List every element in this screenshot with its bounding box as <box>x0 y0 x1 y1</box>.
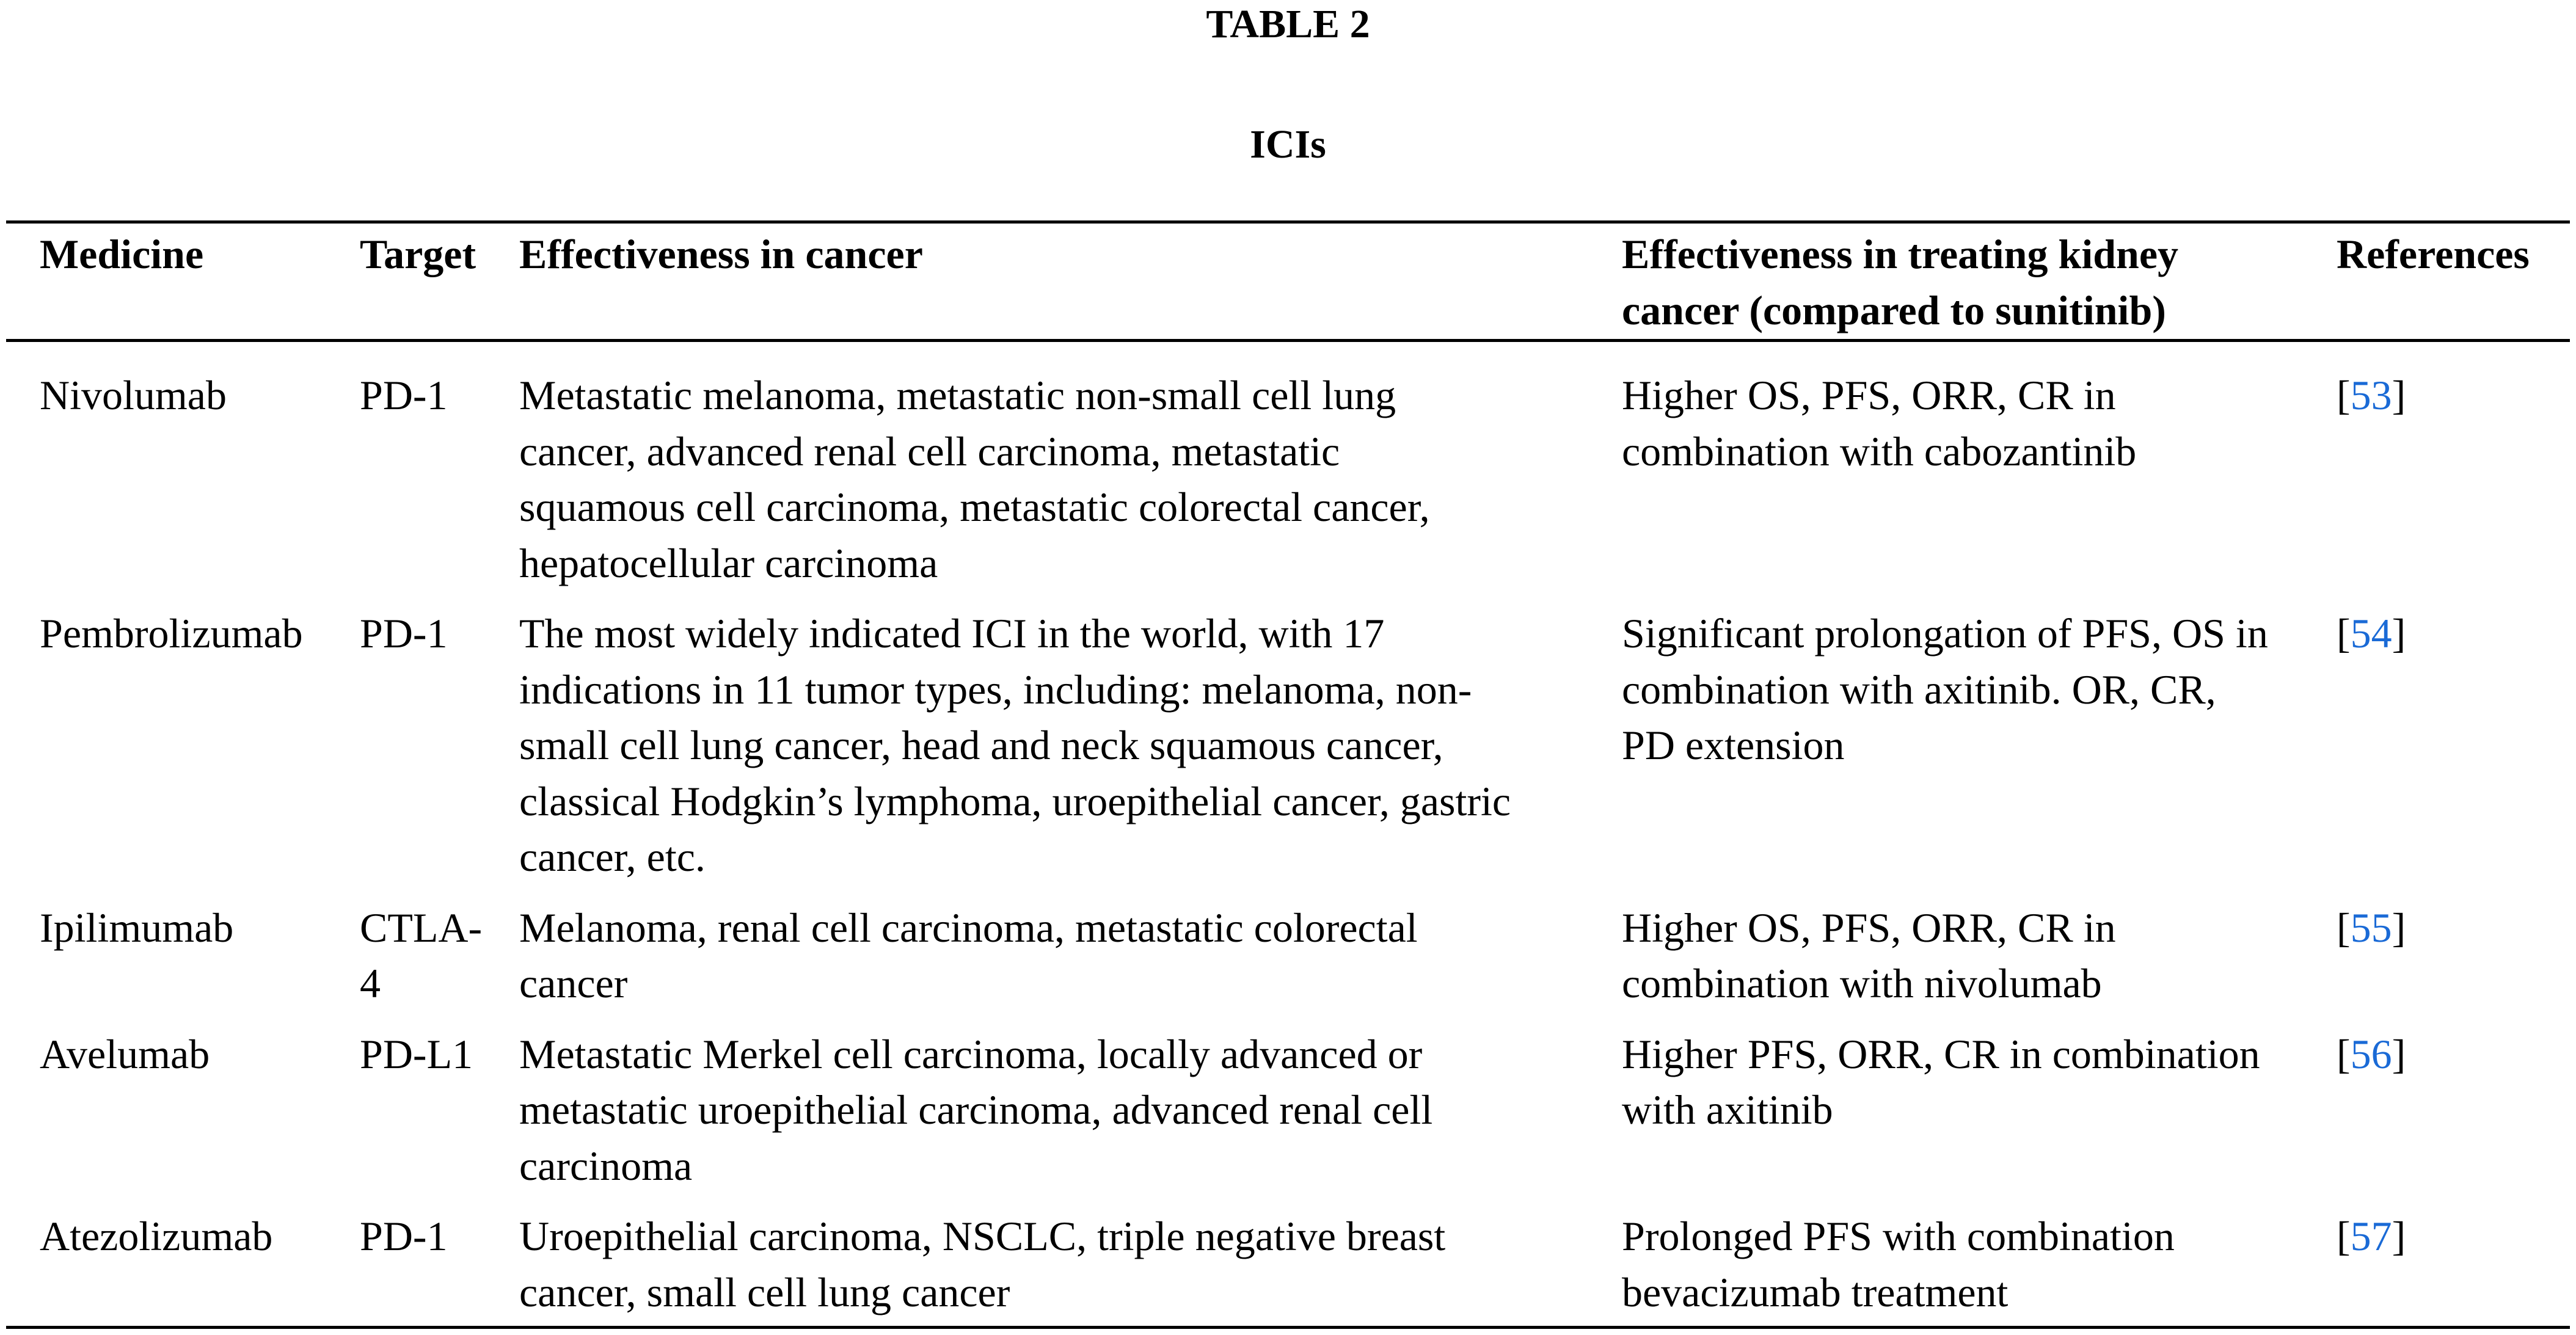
table-row: Avelumab PD-L1 Metastatic Merkel cell carc… <box>0 1012 2576 1195</box>
cell-line: metastatic uroepithelial carcinoma, adva… <box>519 1086 1433 1133</box>
reference-link[interactable]: 53 <box>2350 372 2392 418</box>
cell-line: PD-1 <box>360 1213 448 1259</box>
table-title: ICIs <box>1250 122 1326 167</box>
cell-line: Prolonged PFS with combination <box>1622 1213 2175 1259</box>
cell-target: PD-1 <box>360 606 519 886</box>
table-number: TABLE 2 <box>1206 2 1370 46</box>
cell-line: Pembrolizumab <box>40 610 303 657</box>
cell-effectiveness: Uroepithelial carcinoma, NSCLC, triple n… <box>519 1209 1622 1320</box>
cell-line: Significant prolongation of PFS, OS in <box>1622 610 2268 657</box>
header-medicine: Medicine <box>40 231 204 277</box>
cell-medicine: Nivolumab <box>40 368 360 591</box>
table-body: Nivolumab PD-1 Metastatic melanoma, metast… <box>0 340 2576 1320</box>
cell-line: Melanoma, renal cell carcinoma, metastat… <box>519 904 1418 951</box>
cell-line: cancer, etc. <box>519 834 706 880</box>
cell-target: CTLA- 4 <box>360 900 519 1012</box>
bracket-open: [ <box>2337 1213 2351 1259</box>
cell-line: PD-1 <box>360 610 448 657</box>
cell-kidney: Higher OS, PFS, ORR, CR in combination wi… <box>1622 900 2337 1012</box>
reference-link[interactable]: 55 <box>2350 904 2392 951</box>
header-kidney-line: cancer (compared to sunitinib) <box>1622 286 2166 333</box>
reference-link[interactable]: 56 <box>2350 1030 2392 1077</box>
table-header-row: Medicine Target Effectiveness in cancer … <box>0 224 2576 340</box>
cell-line: Nivolumab <box>40 372 227 418</box>
cell-line: cancer <box>519 960 628 1006</box>
bracket-open: [ <box>2337 1030 2351 1077</box>
reference-link[interactable]: 57 <box>2350 1213 2392 1259</box>
header-kidney: Effectiveness in treating kidney cancer … <box>1622 227 2337 340</box>
bracket-open: [ <box>2337 904 2351 951</box>
ici-table: Medicine Target Effectiveness in cancer … <box>0 224 2576 1320</box>
bracket-close: ] <box>2392 904 2406 951</box>
cell-reference: [57] <box>2337 1209 2569 1320</box>
cell-line: CTLA- <box>360 904 483 951</box>
cell-line: carcinoma <box>519 1142 693 1189</box>
cell-effectiveness: The most widely indicated ICI in the wor… <box>519 606 1622 886</box>
bracket-close: ] <box>2392 610 2406 657</box>
cell-medicine: Ipilimumab <box>40 900 360 1012</box>
cell-line: Avelumab <box>40 1030 210 1077</box>
table-row: Nivolumab PD-1 Metastatic melanoma, metast… <box>0 340 2576 591</box>
cell-effectiveness: Melanoma, renal cell carcinoma, metastat… <box>519 900 1622 1012</box>
cell-medicine: Pembrolizumab <box>40 606 360 886</box>
cell-line: PD-L1 <box>360 1030 473 1077</box>
cell-line: PD extension <box>1622 722 1845 768</box>
cell-target: PD-1 <box>360 368 519 591</box>
cell-line: cancer, small cell lung cancer <box>519 1268 1010 1315</box>
cell-reference: [56] <box>2337 1027 2569 1195</box>
cell-line: classical Hodgkin’s lymphoma, uroepithel… <box>519 777 1511 824</box>
cell-line: Atezolizumab <box>40 1213 273 1259</box>
cell-line: Uroepithelial carcinoma, NSCLC, triple n… <box>519 1213 1446 1259</box>
cell-line: combination with axitinib. OR, CR, <box>1622 666 2216 713</box>
header-references: References <box>2337 231 2530 277</box>
bracket-open: [ <box>2337 610 2351 657</box>
cell-line: 4 <box>360 960 381 1006</box>
cell-target: PD-L1 <box>360 1027 519 1195</box>
cell-effectiveness: Metastatic melanoma, metastatic non-smal… <box>519 368 1622 591</box>
cell-line: Metastatic Merkel cell carcinoma, locall… <box>519 1030 1423 1077</box>
reference-link[interactable]: 54 <box>2350 610 2392 657</box>
bracket-close: ] <box>2392 1213 2406 1259</box>
header-rule <box>6 339 2570 342</box>
cell-line: Ipilimumab <box>40 904 234 951</box>
cell-kidney: Significant prolongation of PFS, OS in co… <box>1622 606 2337 886</box>
cell-reference: [54] <box>2337 606 2569 886</box>
table-row: Atezolizumab PD-1 Uroepithelial carcinoma,… <box>0 1194 2576 1320</box>
cell-reference: [53] <box>2337 368 2569 591</box>
cell-line: combination with cabozantinib <box>1622 427 2137 475</box>
cell-kidney: Higher OS, PFS, ORR, CR in combination wi… <box>1622 368 2337 591</box>
cell-line: combination with nivolumab <box>1622 960 2102 1006</box>
top-rule <box>6 220 2570 224</box>
bracket-open: [ <box>2337 372 2351 418</box>
cell-line: Higher OS, PFS, ORR, CR in <box>1622 372 2116 418</box>
cell-line: squamous cell carcinoma, metastatic colo… <box>519 484 1430 530</box>
header-effectiveness: Effectiveness in cancer <box>519 231 923 277</box>
cell-medicine: Avelumab <box>40 1027 360 1195</box>
cell-line: The most widely indicated ICI in the wor… <box>519 610 1385 657</box>
cell-kidney: Prolonged PFS with combination bevacizuma… <box>1622 1209 2337 1320</box>
cell-line: bevacizumab treatment <box>1622 1268 2009 1315</box>
bottom-rule <box>6 1326 2570 1329</box>
bracket-close: ] <box>2392 372 2406 418</box>
cell-line: small cell lung cancer, head and neck sq… <box>519 722 1443 768</box>
table-row: Ipilimumab CTLA- 4 Melanoma, renal cell car… <box>0 886 2576 1012</box>
header-kidney-line: Effectiveness in treating kidney <box>1622 231 2179 277</box>
cell-line: PD-1 <box>360 372 448 418</box>
cell-line: hepatocellular carcinoma <box>519 539 938 586</box>
cell-line: Higher OS, PFS, ORR, CR in <box>1622 904 2116 951</box>
table-row: Pembrolizumab PD-1 The most widely indicat… <box>0 591 2576 886</box>
cell-medicine: Atezolizumab <box>40 1209 360 1320</box>
cell-kidney: Higher PFS, ORR, CR in combination with a… <box>1622 1027 2337 1195</box>
cell-effectiveness: Metastatic Merkel cell carcinoma, locall… <box>519 1027 1622 1195</box>
cell-reference: [55] <box>2337 900 2569 1012</box>
bracket-close: ] <box>2392 1030 2406 1077</box>
cell-line: Higher PFS, ORR, CR in combination <box>1622 1030 2260 1077</box>
cell-target: PD-1 <box>360 1209 519 1320</box>
cell-line: with axitinib <box>1622 1086 1833 1133</box>
header-target: Target <box>360 231 476 277</box>
cell-line: Metastatic melanoma, metastatic non-smal… <box>519 372 1396 418</box>
cell-line: indications in 11 tumor types, including… <box>519 666 1472 713</box>
cell-line: cancer, advanced renal cell carcinoma, m… <box>519 427 1340 475</box>
